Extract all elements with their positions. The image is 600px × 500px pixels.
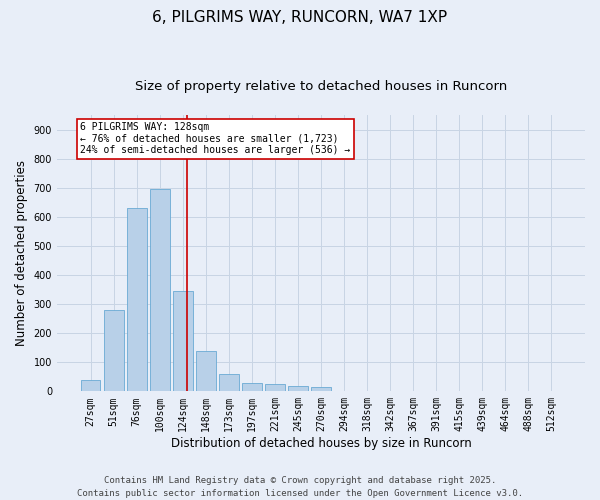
Bar	[127, 208, 146, 392]
Y-axis label: Number of detached properties: Number of detached properties	[15, 160, 28, 346]
Bar	[150, 189, 170, 392]
Bar	[196, 350, 215, 392]
X-axis label: Distribution of detached houses by size in Runcorn: Distribution of detached houses by size …	[170, 437, 472, 450]
Bar	[311, 387, 331, 392]
Title: Size of property relative to detached houses in Runcorn: Size of property relative to detached ho…	[135, 80, 507, 93]
Bar	[219, 374, 239, 392]
Bar	[242, 382, 262, 392]
Text: Contains HM Land Registry data © Crown copyright and database right 2025.
Contai: Contains HM Land Registry data © Crown c…	[77, 476, 523, 498]
Bar	[265, 384, 284, 392]
Bar	[173, 291, 193, 392]
Text: 6 PILGRIMS WAY: 128sqm
← 76% of detached houses are smaller (1,723)
24% of semi-: 6 PILGRIMS WAY: 128sqm ← 76% of detached…	[80, 122, 350, 156]
Bar	[104, 310, 124, 392]
Text: 6, PILGRIMS WAY, RUNCORN, WA7 1XP: 6, PILGRIMS WAY, RUNCORN, WA7 1XP	[152, 10, 448, 25]
Bar	[81, 380, 100, 392]
Bar	[288, 386, 308, 392]
